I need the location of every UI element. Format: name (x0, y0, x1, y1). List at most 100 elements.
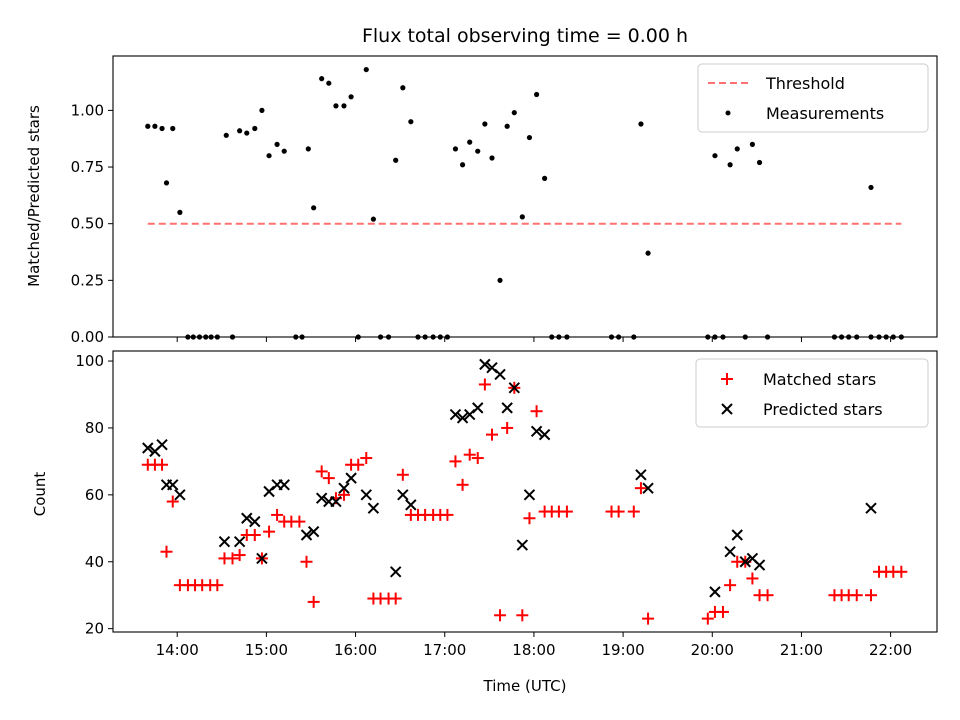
measurement-point (452, 146, 459, 152)
measurement-point (400, 85, 406, 91)
predicted-stars-point (494, 368, 506, 381)
matched-stars-point (501, 421, 514, 434)
x-tick-label: 17:00 (423, 641, 466, 659)
measurement-point (489, 155, 495, 161)
measurement-point (363, 66, 369, 73)
predicted-stars-point (516, 539, 529, 551)
count-subplot: Count Time (UTC) 20 40 60 80 100 14:00 15:00 16… (31, 350, 938, 695)
matched-stars-point (360, 452, 373, 465)
predicted-stars-point (174, 489, 186, 501)
measurement-point (393, 157, 399, 163)
predicted-stars-point (167, 479, 179, 491)
matched-stars-point (352, 458, 365, 471)
predicted-stars-point (456, 412, 469, 424)
predicted-stars-point (709, 586, 721, 598)
bottom-y-tick-label: 60 (85, 486, 104, 504)
matched-stars-point (486, 428, 499, 441)
measurement-point (333, 103, 339, 109)
matched-stars-point (160, 545, 173, 558)
top-legend: Threshold Measurements (697, 63, 929, 133)
measurement-point (170, 125, 176, 132)
predicted-stars-point (472, 402, 484, 414)
measurement-point (519, 214, 525, 220)
measurement-point (341, 103, 347, 109)
x-axis-label: Time (UTC) (483, 677, 567, 695)
predicted-stars-point (330, 495, 342, 508)
measurement-point (305, 146, 311, 152)
x-tick-label: 22:00 (869, 641, 912, 659)
predicted-stars-point (508, 382, 521, 394)
predicted-stars-point (397, 489, 409, 501)
predicted-stars-point (449, 408, 462, 421)
measurement-point (159, 125, 165, 132)
top-legend-box (697, 63, 929, 133)
matched-stars-point (156, 458, 169, 471)
measurement-point (533, 91, 540, 98)
measurement-point (868, 184, 874, 191)
measurement-point (497, 277, 503, 283)
matched-stars-point (315, 465, 328, 478)
legend-predicted-label: Predicted stars (763, 400, 883, 419)
matched-stars-point (494, 609, 507, 622)
x-tick-label: 14:00 (156, 641, 199, 659)
bottom-y-axis-label: Count (31, 472, 49, 517)
measurement-point (459, 162, 466, 168)
matched-stars-point (471, 452, 484, 465)
matched-stars-point (271, 508, 284, 521)
measurement-point (259, 107, 265, 113)
predicted-stars-point (249, 515, 261, 528)
predicted-stars-point (530, 425, 543, 437)
top-y-tick-label: 0.00 (71, 328, 104, 346)
bottom-legend-box (695, 358, 929, 428)
matched-stars-point (226, 552, 239, 565)
x-tick-label: 16:00 (334, 641, 377, 659)
matched-stars-point (746, 572, 759, 585)
predicted-stars-point (307, 525, 320, 538)
legend-threshold-label: Threshold (765, 74, 845, 93)
measurement-point (237, 128, 243, 134)
legend-measurements-swatch (725, 110, 731, 116)
predicted-stars-point (360, 489, 372, 501)
predicted-stars-point (724, 546, 736, 558)
predicted-stars-point (731, 529, 743, 541)
top-y-axis-label: Matched/Predicted stars (25, 105, 43, 287)
predicted-stars-point (642, 482, 654, 494)
predicted-stars-point (233, 535, 246, 548)
measurement-point (177, 209, 183, 215)
matched-stars-point (612, 505, 625, 518)
predicted-stars-point (315, 492, 328, 504)
measurement-point (482, 121, 488, 127)
legend-measurements-label: Measurements (766, 104, 884, 123)
predicted-stars-point (753, 559, 766, 571)
matched-stars-point (396, 468, 409, 481)
matched-stars-point (456, 478, 469, 491)
top-y-tick-label: 0.25 (71, 271, 104, 289)
top-axes-frame (112, 55, 938, 338)
bottom-axes-frame (112, 350, 938, 633)
x-tick-label: 20:00 (691, 641, 734, 659)
measurement-point (274, 141, 280, 147)
measurement-point (311, 205, 317, 211)
measurement-point (326, 80, 332, 86)
measurement-point (348, 94, 354, 100)
matched-stars-point (523, 512, 536, 525)
predicted-stars-point (405, 499, 417, 511)
measurement-point (712, 153, 718, 159)
measurement-point (749, 141, 756, 147)
measurement-point (638, 121, 644, 127)
measurement-point (319, 76, 325, 82)
measurement-point (370, 216, 376, 222)
predicted-stars-point (345, 472, 357, 484)
predicted-stars-point (501, 402, 513, 414)
measurement-point (145, 123, 151, 129)
chart-title: Flux total observing time = 0.00 h (362, 25, 688, 47)
legend-predicted-swatch (721, 403, 733, 415)
bottom-legend: Matched stars Predicted stars (695, 358, 929, 428)
measurement-point (727, 162, 733, 168)
predicted-stars-point (479, 358, 491, 371)
predicted-stars-point (218, 535, 231, 548)
legend-matched-label: Matched stars (763, 370, 876, 389)
legend-matched-swatch (721, 373, 733, 385)
bottom-y-tick-label: 40 (85, 553, 104, 571)
